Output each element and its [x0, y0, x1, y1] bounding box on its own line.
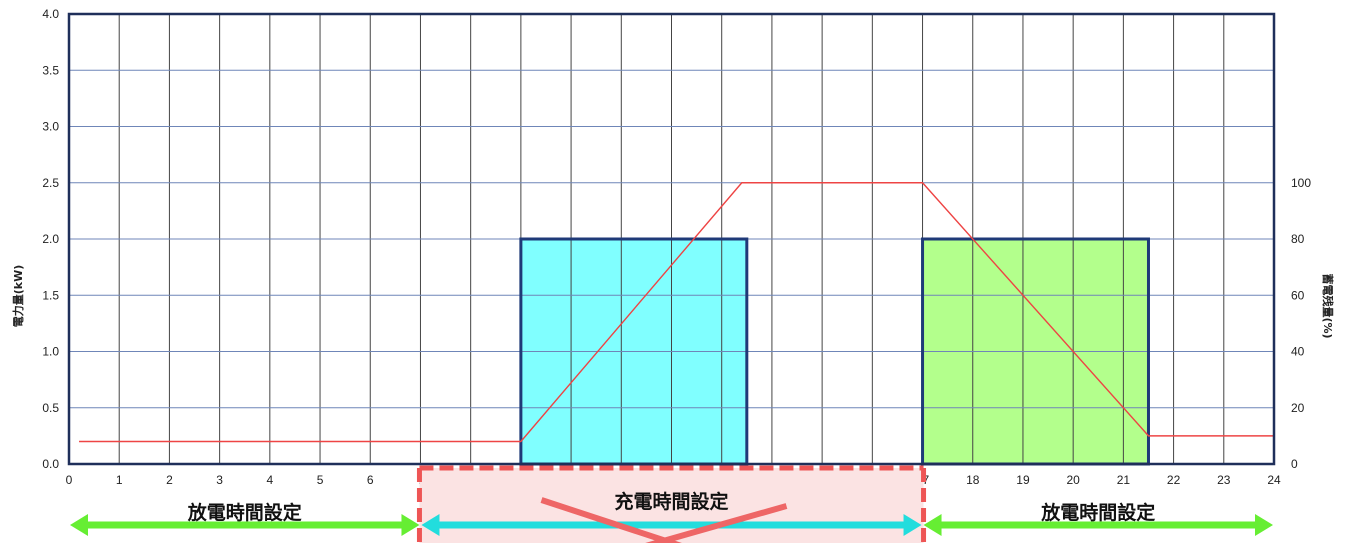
time-setting-bands: 放電時間設定 充電時間設定 放電時間設定 [70, 465, 1273, 543]
y-left-tick-label: 2.5 [42, 176, 59, 190]
x-tick-label: 18 [966, 473, 980, 487]
x-tick-label: 23 [1217, 473, 1231, 487]
y-axis-right-ticks: 0 20 40 60 80 100 [1291, 176, 1311, 471]
band-label-1: 充電時間設定 [614, 490, 728, 513]
y-left-tick-label: 3.0 [42, 120, 59, 134]
y-axis-left-label: 電力量(kW) [11, 265, 25, 328]
band-arrow-head-right [401, 514, 420, 536]
band-arrow-head-right [903, 514, 922, 536]
y-left-tick-label: 0.5 [42, 401, 59, 415]
x-tick-label: 24 [1267, 473, 1281, 487]
y-left-tick-label: 4.0 [42, 7, 59, 21]
cross-out-stroke [540, 497, 682, 543]
x-tick-label: 5 [317, 473, 324, 487]
band-arrow-head-left [70, 514, 88, 536]
y-left-tick-label: 1.0 [42, 345, 59, 359]
y-right-tick-label: 60 [1291, 288, 1305, 302]
x-tick-label: 3 [216, 473, 223, 487]
y-left-tick-label: 1.5 [42, 288, 59, 302]
y-axis-right-label: 蓄電残量(%) [1321, 273, 1335, 338]
band-arrow-head-left [421, 514, 440, 536]
y-left-tick-label: 0.0 [42, 457, 59, 471]
x-tick-label: 1 [116, 473, 123, 487]
plot-frame [67, 12, 1276, 466]
y-right-tick-label: 80 [1291, 232, 1305, 246]
y-right-tick-label: 40 [1291, 345, 1305, 359]
band-arrow-head-right [1255, 514, 1273, 536]
x-tick-label: 19 [1016, 473, 1030, 487]
band-arrow-head-left [923, 514, 942, 536]
battery-level-series [79, 182, 1274, 443]
band-label-0: 放電時間設定 [187, 501, 302, 524]
x-tick-label: 22 [1167, 473, 1181, 487]
y-right-tick-label: 0 [1291, 457, 1298, 471]
battery-level-line [79, 182, 1274, 443]
y-axis-left-ticks: 0.0 0.5 1.0 1.5 2.0 2.5 3.0 3.5 4.0 [42, 7, 59, 471]
y-right-tick-label: 20 [1291, 401, 1305, 415]
x-tick-label: 21 [1117, 473, 1131, 487]
y-left-tick-label: 3.5 [42, 63, 59, 77]
y-right-tick-label: 100 [1291, 176, 1311, 190]
x-tick-label: 0 [66, 473, 73, 487]
charge-band-dashed-border [416, 465, 927, 543]
y-left-tick-label: 2.0 [42, 232, 59, 246]
charge-band-background [419, 468, 924, 543]
x-tick-label: 20 [1066, 473, 1080, 487]
band-label-2: 放電時間設定 [1040, 501, 1155, 524]
x-tick-label: 4 [266, 473, 273, 487]
x-tick-label: 6 [367, 473, 374, 487]
x-tick-label: 2 [166, 473, 173, 487]
